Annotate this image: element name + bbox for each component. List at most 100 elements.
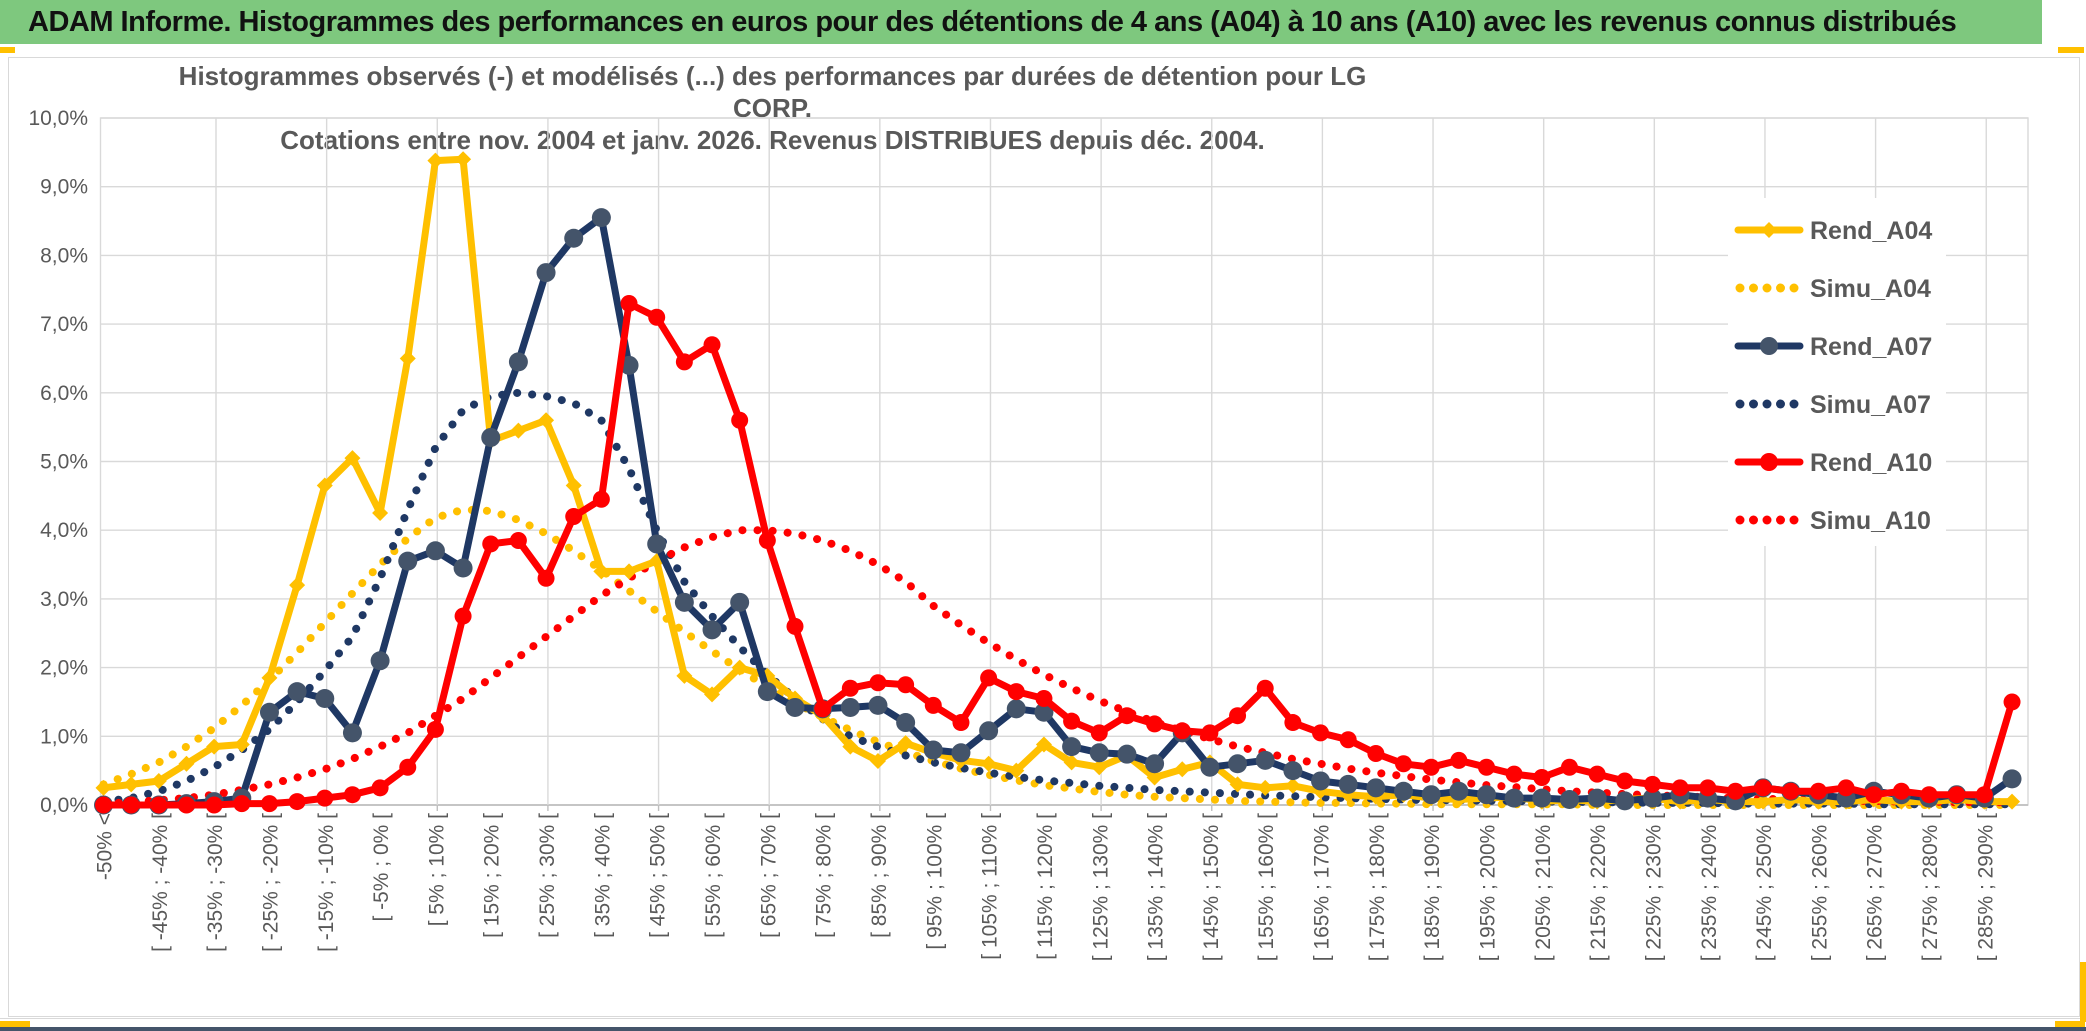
marker-circle	[371, 779, 389, 797]
legend-item-Rend_A04[interactable]: Rend_A04	[1734, 217, 1932, 245]
legend-dot-sample	[1762, 515, 1772, 525]
marker-circle	[288, 793, 306, 811]
marker-circle	[1007, 683, 1025, 701]
legend-dot-sample	[1735, 283, 1745, 293]
legend-dot-sample	[1735, 399, 1745, 409]
marker-diamond	[1091, 759, 1108, 776]
marker-circle	[620, 294, 638, 312]
marker-circle	[731, 411, 749, 429]
y-axis-label: 0,0%	[40, 794, 88, 817]
accent-mark-bottom-left	[0, 1021, 30, 1029]
marker-circle	[702, 620, 722, 640]
series-markers-Rend_A10	[95, 294, 2021, 814]
marker-circle	[205, 796, 223, 814]
x-axis-label: [ -5% ; 0% [	[370, 813, 393, 922]
x-axis-label: [ 45% ; 50% [	[647, 813, 670, 938]
marker-circle	[1754, 779, 1772, 797]
x-axis-label: [ 125% ; 130% [	[1089, 813, 1112, 961]
x-axis-label: [ 165% ; 170% [	[1311, 813, 1334, 961]
x-axis-label: -50% <	[94, 813, 117, 880]
series-line-Rend_A10	[100, 300, 2016, 809]
legend-marker-circle	[1760, 337, 1778, 355]
marker-diamond	[399, 350, 416, 367]
marker-circle	[730, 592, 750, 612]
marker-circle	[260, 795, 278, 813]
marker-circle	[343, 786, 361, 804]
legend-item-Rend_A10[interactable]: Rend_A10	[1734, 449, 1932, 477]
marker-circle	[647, 534, 667, 554]
marker-circle	[814, 700, 832, 718]
y-axis-label: 1,0%	[40, 725, 88, 748]
y-axis-label: 5,0%	[40, 451, 88, 474]
marker-circle	[399, 758, 417, 776]
marker-circle	[1228, 754, 1248, 774]
marker-diamond	[1257, 779, 1274, 796]
marker-diamond	[704, 686, 721, 703]
marker-circle	[1201, 724, 1219, 742]
marker-diamond	[538, 412, 555, 429]
legend-item-Simu_A10[interactable]: Simu_A10	[1735, 507, 1931, 535]
legend-label: Rend_A07	[1810, 333, 1932, 361]
marker-circle	[1504, 788, 1524, 808]
marker-circle	[1062, 737, 1082, 757]
marker-circle	[980, 669, 998, 687]
marker-circle	[785, 697, 805, 717]
marker-diamond	[1008, 762, 1025, 779]
x-axis-label: [ 35% ; 40% [	[591, 813, 614, 938]
x-axis-label: [ 285% ; 290% [	[1974, 813, 1997, 961]
marker-circle	[1587, 788, 1607, 808]
marker-diamond	[178, 755, 195, 772]
marker-circle	[95, 796, 112, 814]
series-line-Rend_A07	[100, 214, 2016, 809]
legend-dot-sample	[1789, 515, 1799, 525]
legend-item-Simu_A07[interactable]: Simu_A07	[1735, 391, 1931, 419]
marker-circle	[425, 541, 445, 561]
x-axis-label: [ 5% ; 10% [	[425, 813, 448, 926]
marker-circle	[1034, 702, 1054, 722]
legend-label: Rend_A10	[1810, 449, 1932, 477]
marker-circle	[1256, 679, 1274, 697]
marker-diamond	[1229, 776, 1246, 793]
x-axis-label: [ 225% ; 230% [	[1642, 813, 1665, 961]
marker-circle	[454, 607, 472, 625]
x-axis-label: [ 235% ; 240% [	[1698, 813, 1721, 961]
x-axis-label: [ 275% ; 280% [	[1919, 813, 1942, 961]
x-axis-label: [ -45% ; -40% [	[149, 813, 172, 952]
marker-circle	[674, 592, 694, 612]
marker-circle	[952, 714, 970, 732]
legend-dot-sample	[1735, 515, 1745, 525]
accent-mark-top-right	[2058, 47, 2084, 53]
marker-diamond	[95, 779, 112, 796]
marker-circle	[675, 353, 693, 371]
x-axis-label: [ 85% ; 90% [	[868, 813, 891, 938]
marker-circle	[951, 743, 971, 763]
marker-circle	[1283, 761, 1303, 781]
y-axis-label: 3,0%	[40, 588, 88, 611]
marker-circle	[1532, 788, 1552, 808]
marker-diamond	[593, 563, 610, 580]
marker-circle	[1865, 786, 1883, 804]
marker-circle	[1117, 744, 1137, 764]
marker-circle	[1809, 782, 1827, 800]
marker-circle	[259, 702, 279, 722]
y-axis-label: 7,0%	[40, 313, 88, 336]
x-axis-label: [ 175% ; 180% [	[1366, 813, 1389, 961]
marker-circle	[1367, 744, 1385, 762]
legend-label: Simu_A10	[1810, 507, 1931, 535]
marker-diamond	[261, 669, 278, 686]
legend-item-Rend_A07[interactable]: Rend_A07	[1734, 333, 1932, 361]
marker-circle	[1090, 724, 1108, 742]
marker-circle	[923, 740, 943, 760]
accent-mark-bottom-right	[2055, 1021, 2085, 1029]
marker-circle	[869, 674, 887, 692]
marker-circle	[1559, 790, 1579, 810]
marker-circle	[426, 720, 444, 738]
y-axis-label: 6,0%	[40, 382, 88, 405]
legend-dot-sample	[1776, 399, 1785, 409]
x-axis-label: [ 55% ; 60% [	[702, 813, 725, 938]
legend-item-Simu_A04[interactable]: Simu_A04	[1735, 275, 1931, 303]
marker-circle	[1421, 785, 1441, 805]
chart-title-block: Histogrammes observés (-) et modélisés (…	[145, 60, 1400, 156]
marker-circle	[1339, 731, 1357, 749]
